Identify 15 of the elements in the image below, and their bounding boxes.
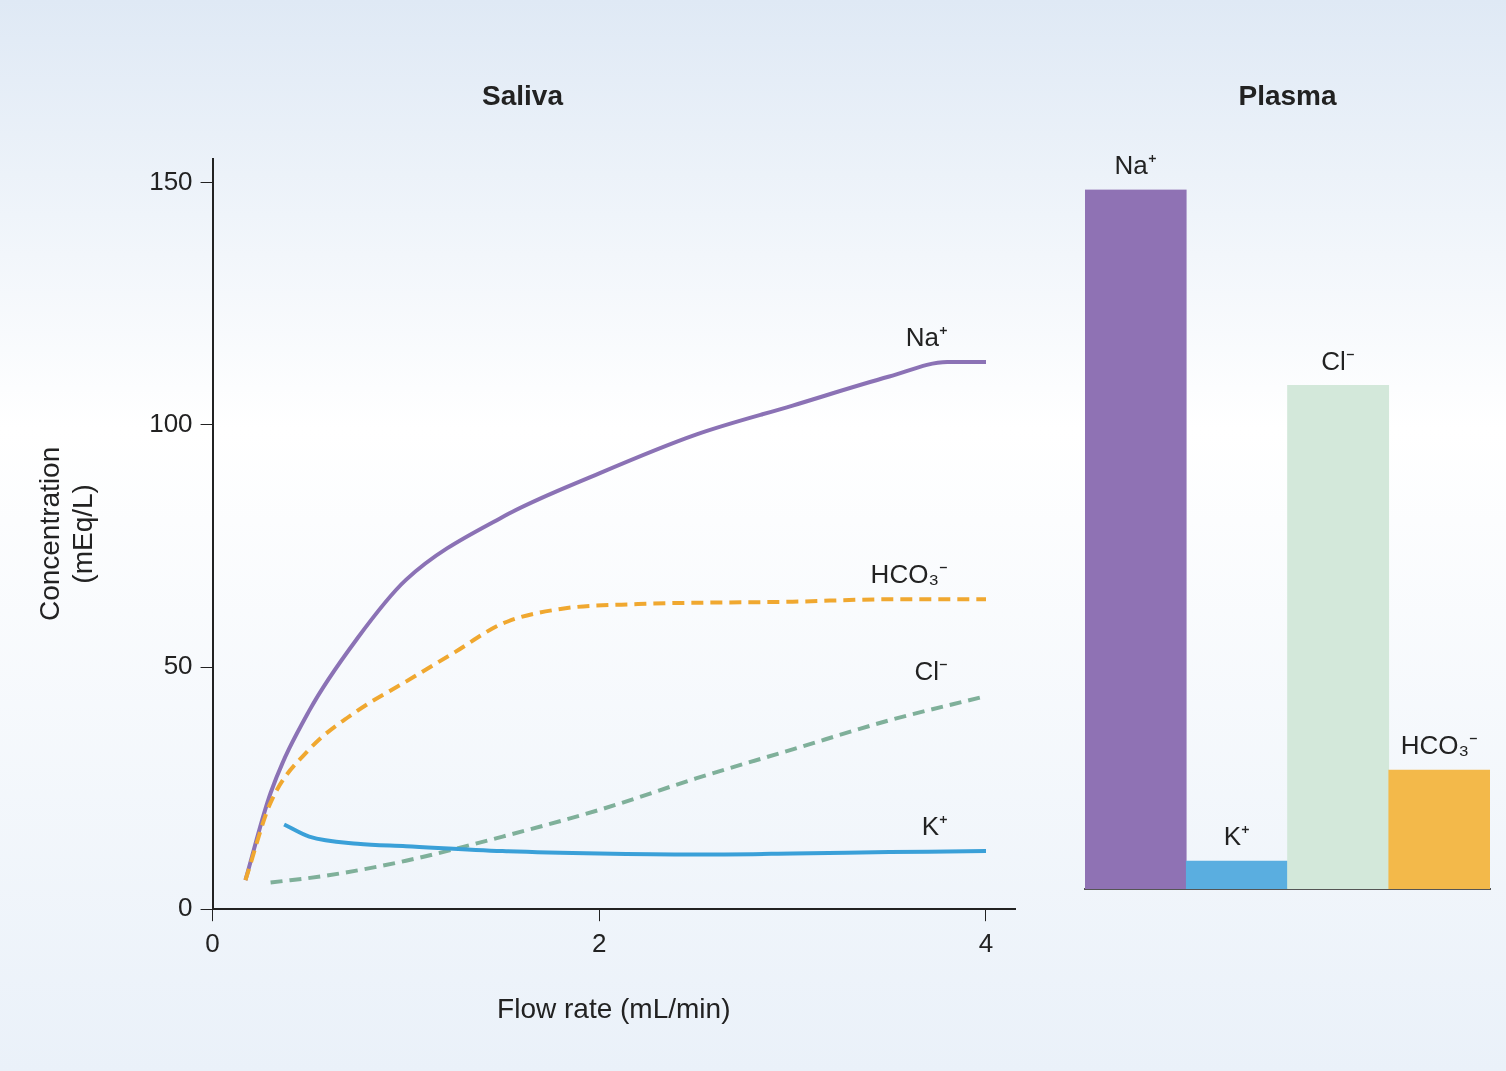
- x-tick-label: 2: [592, 927, 607, 958]
- series-label: K⁺: [921, 811, 948, 842]
- x-tick-label: 4: [978, 927, 994, 958]
- y-tick-label: 150: [149, 165, 193, 196]
- y-axis-title: Concentration (mEq/L): [33, 446, 99, 622]
- series-label: Cl⁻: [914, 656, 948, 687]
- series-label: Na⁺: [905, 322, 948, 353]
- x-tick-label: 0: [205, 927, 220, 958]
- series-label: HCO₃⁻: [870, 559, 948, 590]
- y-tick-label: 0: [178, 892, 193, 923]
- chart-title: Saliva: [482, 79, 564, 111]
- y-tick-label: 100: [149, 408, 193, 439]
- chart-title: Plasma: [1238, 79, 1337, 111]
- y-tick-label: 50: [163, 650, 193, 681]
- x-axis-title: Flow rate (mL/min): [497, 992, 731, 1024]
